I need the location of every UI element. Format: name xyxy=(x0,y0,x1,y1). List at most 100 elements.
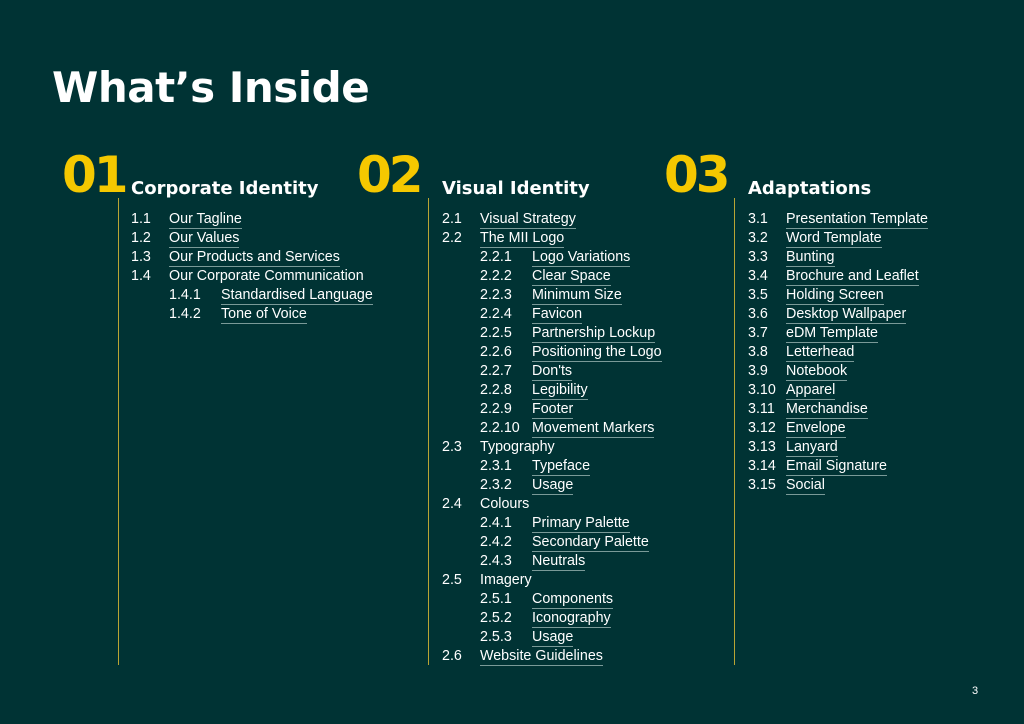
toc-item-link[interactable]: Our Values xyxy=(169,230,240,248)
toc-item[interactable]: 1.1 Our Tagline xyxy=(131,211,373,230)
toc-item[interactable]: 3.5 Holding Screen xyxy=(748,287,928,306)
toc-item[interactable]: 2.2.3 Minimum Size xyxy=(442,287,662,306)
toc-item-link[interactable]: Notebook xyxy=(786,363,848,381)
toc-item-link[interactable]: Clear Space xyxy=(532,268,611,286)
toc-item-link[interactable]: Our Tagline xyxy=(169,211,242,229)
toc-item-number: 3.12 xyxy=(748,420,776,436)
toc-item-link[interactable]: Usage xyxy=(532,477,574,495)
toc-item[interactable]: 2.4.2 Secondary Palette xyxy=(442,534,662,553)
toc-list: 3.1 Presentation Template 3.2 Word Template… xyxy=(748,211,928,496)
toc-item-link[interactable]: Apparel xyxy=(786,382,836,400)
toc-item-link[interactable]: Desktop Wallpaper xyxy=(786,306,907,324)
toc-item[interactable]: 1.4.1 Standardised Language xyxy=(131,287,373,306)
toc-item[interactable]: 3.13 Lanyard xyxy=(748,439,928,458)
toc-item[interactable]: 2.5.2 Iconography xyxy=(442,610,662,629)
toc-item-link[interactable]: Presentation Template xyxy=(786,211,928,229)
toc-item-number: 3.9 xyxy=(748,363,768,379)
toc-item[interactable]: 2.2.7 Don'ts xyxy=(442,363,662,382)
toc-item-link[interactable]: Merchandise xyxy=(786,401,868,419)
toc-item-link[interactable]: Primary Palette xyxy=(532,515,630,533)
toc-item-number: 1.4 xyxy=(131,268,151,284)
toc-item[interactable]: 3.6 Desktop Wallpaper xyxy=(748,306,928,325)
toc-item[interactable]: 3.15 Social xyxy=(748,477,928,496)
toc-item-link[interactable]: Footer xyxy=(532,401,574,419)
toc-item[interactable]: 3.2 Word Template xyxy=(748,230,928,249)
toc-item-link[interactable]: Social xyxy=(786,477,825,495)
toc-item-number: 2.2.10 xyxy=(480,420,520,436)
toc-item[interactable]: 3.11 Merchandise xyxy=(748,401,928,420)
toc-item[interactable]: 3.12 Envelope xyxy=(748,420,928,439)
toc-item-link[interactable]: Website Guidelines xyxy=(480,648,603,666)
toc-item[interactable]: 2.2.8 Legibility xyxy=(442,382,662,401)
section-heading: Corporate Identity xyxy=(131,178,319,199)
toc-item[interactable]: 3.4 Brochure and Leaflet xyxy=(748,268,928,287)
toc-item[interactable]: 1.4.2 Tone of Voice xyxy=(131,306,373,325)
toc-item[interactable]: 3.8 Letterhead xyxy=(748,344,928,363)
toc-item[interactable]: 2.3.1 Typeface xyxy=(442,458,662,477)
toc-item-link[interactable]: Usage xyxy=(532,629,574,647)
toc-item-link[interactable]: Lanyard xyxy=(786,439,838,457)
toc-item-number: 2.4 xyxy=(442,496,462,512)
toc-item-link[interactable]: Tone of Voice xyxy=(221,306,307,324)
toc-item-link[interactable]: Envelope xyxy=(786,420,846,438)
toc-item[interactable]: 2.2.5 Partnership Lockup xyxy=(442,325,662,344)
toc-item-link[interactable]: Brochure and Leaflet xyxy=(786,268,919,286)
toc-item-link[interactable]: Iconography xyxy=(532,610,611,628)
toc-item[interactable]: 2.4.3 Neutrals xyxy=(442,553,662,572)
toc-item-number: 2.6 xyxy=(442,648,462,664)
toc-item[interactable]: 2.5.1 Components xyxy=(442,591,662,610)
toc-item-link[interactable]: Positioning the Logo xyxy=(532,344,662,362)
toc-item-link[interactable]: Partnership Lockup xyxy=(532,325,656,343)
toc-item-link[interactable]: Legibility xyxy=(532,382,588,400)
toc-item[interactable]: 3.3 Bunting xyxy=(748,249,928,268)
toc-item[interactable]: 1.3 Our Products and Services xyxy=(131,249,373,268)
page-title: What’s Inside xyxy=(52,63,370,112)
toc-item[interactable]: 3.9 Notebook xyxy=(748,363,928,382)
toc-item-number: 3.13 xyxy=(748,439,776,455)
section-number: 02 xyxy=(357,146,424,204)
toc-item-link[interactable]: Don'ts xyxy=(532,363,573,381)
toc-item-link[interactable]: Word Template xyxy=(786,230,882,248)
toc-item[interactable]: 3.10 Apparel xyxy=(748,382,928,401)
toc-item-number: 2.3.2 xyxy=(480,477,512,493)
toc-item[interactable]: 1.2 Our Values xyxy=(131,230,373,249)
toc-item[interactable]: 2.2.4 Favicon xyxy=(442,306,662,325)
toc-item[interactable]: 2.2.2 Clear Space xyxy=(442,268,662,287)
toc-item[interactable]: 2.2.6 Positioning the Logo xyxy=(442,344,662,363)
toc-item[interactable]: 2.2 The MII Logo xyxy=(442,230,662,249)
toc-item[interactable]: 2.3.2 Usage xyxy=(442,477,662,496)
toc-item-link[interactable]: Favicon xyxy=(532,306,583,324)
toc-item[interactable]: 3.14 Email Signature xyxy=(748,458,928,477)
toc-item-number: 2.5.2 xyxy=(480,610,512,626)
toc-item-link[interactable]: Our Products and Services xyxy=(169,249,340,267)
toc-item-link[interactable]: Standardised Language xyxy=(221,287,373,305)
toc-item[interactable]: 2.6 Website Guidelines xyxy=(442,648,662,667)
toc-item[interactable]: 2.5.3 Usage xyxy=(442,629,662,648)
toc-item-number: 2.2.6 xyxy=(480,344,512,360)
toc-item-link[interactable]: Holding Screen xyxy=(786,287,884,305)
toc-item-link[interactable]: Logo Variations xyxy=(532,249,631,267)
toc-item[interactable]: 2.2.9 Footer xyxy=(442,401,662,420)
toc-item-number: 2.2 xyxy=(442,230,462,246)
toc-item-link[interactable]: Email Signature xyxy=(786,458,887,476)
toc-item-link[interactable]: Visual Strategy xyxy=(480,211,576,229)
toc-item-label: Colours xyxy=(480,496,530,512)
toc-item-link[interactable]: Letterhead xyxy=(786,344,855,362)
toc-item[interactable]: 2.2.1 Logo Variations xyxy=(442,249,662,268)
toc-item-link[interactable]: The MII Logo xyxy=(480,230,565,248)
toc-list: 1.1 Our Tagline 1.2 Our Values 1.3 Our Produc… xyxy=(131,211,373,325)
toc-item[interactable]: 2.2.10 Movement Markers xyxy=(442,420,662,439)
toc-item[interactable]: 2.1 Visual Strategy xyxy=(442,211,662,230)
toc-item-link[interactable]: eDM Template xyxy=(786,325,878,343)
toc-item[interactable]: 3.7 eDM Template xyxy=(748,325,928,344)
toc-item-link[interactable]: Components xyxy=(532,591,614,609)
toc-item-link[interactable]: Secondary Palette xyxy=(532,534,649,552)
toc-item-link[interactable]: Neutrals xyxy=(532,553,586,571)
toc-item-link[interactable]: Bunting xyxy=(786,249,835,267)
toc-item-link[interactable]: Typeface xyxy=(532,458,591,476)
toc-item-link[interactable]: Minimum Size xyxy=(532,287,622,305)
toc-item-link[interactable]: Movement Markers xyxy=(532,420,655,438)
toc-item-number: 2.5.3 xyxy=(480,629,512,645)
toc-item[interactable]: 3.1 Presentation Template xyxy=(748,211,928,230)
toc-item[interactable]: 2.4.1 Primary Palette xyxy=(442,515,662,534)
